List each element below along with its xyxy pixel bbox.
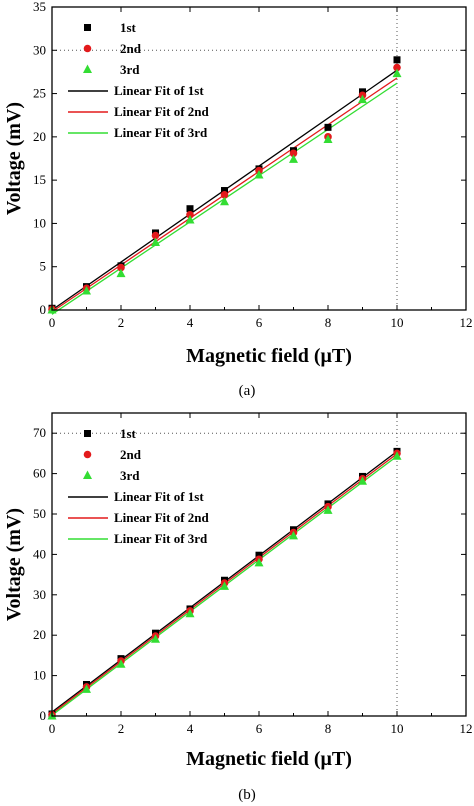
- x-tick-label: 2: [118, 721, 125, 736]
- y-tick-label: 60: [33, 466, 46, 481]
- plot-frame: [51, 6, 467, 311]
- data-point-1st: [324, 123, 332, 131]
- legend-marker-2nd: [83, 44, 92, 53]
- data-point-3rd: [185, 608, 195, 618]
- legend-marker-1st: [84, 430, 91, 437]
- legend-label-2nd: 2nd: [120, 41, 142, 56]
- chart-panel-2: 0 2 4 6 8 10 12 0 10 20 30 40 50 60 70 Magnetic field (…: [3, 412, 473, 803]
- y-tick-label: 25: [33, 86, 46, 101]
- legend-label-2nd: 2nd: [120, 447, 142, 462]
- y-tick-label: 35: [33, 0, 46, 14]
- x-tick-label: 10: [391, 315, 404, 330]
- y-tick-label: 20: [33, 627, 46, 642]
- x-tick-label: 12: [460, 721, 473, 736]
- legend-label-1st: 1st: [120, 20, 137, 35]
- panel-caption: (a): [239, 383, 256, 399]
- legend-marker-3rd: [83, 64, 92, 73]
- x-tick-label: 4: [187, 721, 194, 736]
- y-tick-label: 20: [33, 129, 46, 144]
- data-point-3rd: [116, 268, 126, 278]
- data-point-3rd: [358, 94, 367, 104]
- data-point-2nd: [151, 231, 160, 240]
- x-axis-title: Magnetic field (μT): [186, 748, 352, 770]
- legend-fit-label-2: Linear Fit of 2nd: [114, 510, 210, 525]
- x-tick-label: 0: [49, 315, 56, 330]
- data-point-3rd: [254, 169, 264, 179]
- y-tick-label: 70: [33, 425, 46, 440]
- x-tick-label: 10: [391, 721, 404, 736]
- data-point-1st: [221, 187, 228, 195]
- legend-marker-2nd: [83, 450, 92, 459]
- data-point-3rd: [254, 557, 264, 567]
- legend-marker-3rd: [83, 470, 92, 479]
- legend-fit-label-3: Linear Fit of 3rd: [114, 125, 208, 140]
- legend-label-1st: 1st: [120, 426, 137, 441]
- legend: 1st 2nd 3rd Linear Fit of 1st Linear Fit of …: [68, 426, 210, 546]
- data-point-3rd: [358, 476, 367, 485]
- x-tick-label: 8: [325, 721, 332, 736]
- data-point-2nd: [393, 63, 401, 72]
- data-point-1st: [255, 551, 263, 559]
- data-point-3rd: [323, 505, 333, 514]
- chart-panel-1: 0 2 4 6 8 10 12 0 5 10 15 20 25 30 35 Magnetic field (μ…: [3, 0, 473, 399]
- data-point-2nd: [186, 210, 194, 219]
- x-tick-label: 8: [325, 315, 332, 330]
- y-tick-label: 5: [40, 259, 47, 274]
- y-tick-label: 40: [33, 546, 46, 561]
- data-point-3rd: [82, 684, 91, 693]
- data-point-3rd: [151, 237, 160, 246]
- data-point-3rd: [82, 285, 91, 295]
- x-tick-label: 0: [49, 721, 56, 736]
- legend-fit-label-2: Linear Fit of 2nd: [114, 104, 210, 119]
- data-point-2nd: [289, 149, 298, 158]
- y-tick-label: 0: [40, 708, 47, 723]
- data-point-3rd: [220, 581, 229, 590]
- data-point-3rd: [185, 214, 195, 224]
- y-tick-label: 10: [33, 668, 46, 683]
- data-point-3rd: [392, 68, 402, 78]
- data-point-1st: [393, 56, 401, 64]
- legend-marker-1st: [84, 24, 91, 31]
- data-point-3rd: [392, 451, 402, 460]
- y-tick-label: 30: [33, 42, 46, 57]
- y-tick-label: 10: [33, 215, 46, 230]
- legend-fit-label-1: Linear Fit of 1st: [114, 489, 204, 504]
- data-point-1st: [186, 205, 194, 213]
- x-axis-title: Magnetic field (μT): [186, 345, 352, 367]
- data-point-3rd: [289, 530, 298, 540]
- legend-fit-label-3: Linear Fit of 3rd: [114, 531, 208, 546]
- x-tick-label: 6: [256, 315, 263, 330]
- data-point-2nd: [117, 263, 125, 272]
- legend: 1st 2nd 3rd Linear Fit of 1st Linear Fit of …: [68, 20, 210, 140]
- data-point-3rd: [323, 134, 333, 143]
- y-tick-label: 0: [40, 302, 47, 317]
- x-tick-label: 2: [118, 315, 125, 330]
- x-tick-label: 4: [187, 315, 194, 330]
- y-tick-label: 50: [33, 506, 46, 521]
- data-point-3rd: [116, 659, 126, 668]
- x-tick-label: 6: [256, 721, 263, 736]
- data-point-3rd: [151, 634, 160, 643]
- y-tick-label: 30: [33, 587, 46, 602]
- y-axis-title: Voltage (mV): [3, 102, 25, 215]
- data-point-3rd: [289, 154, 298, 163]
- legend-fit-label-1: Linear Fit of 1st: [114, 83, 204, 98]
- y-axis-title: Voltage (mV): [3, 508, 25, 621]
- panel-caption: (b): [238, 787, 256, 803]
- y-tick-label: 15: [33, 172, 46, 187]
- legend-label-3rd: 3rd: [120, 468, 140, 483]
- legend-label-3rd: 3rd: [120, 62, 140, 77]
- data-point-2nd: [220, 191, 229, 199]
- x-tick-label: 12: [460, 315, 473, 330]
- data-point-3rd: [220, 196, 229, 206]
